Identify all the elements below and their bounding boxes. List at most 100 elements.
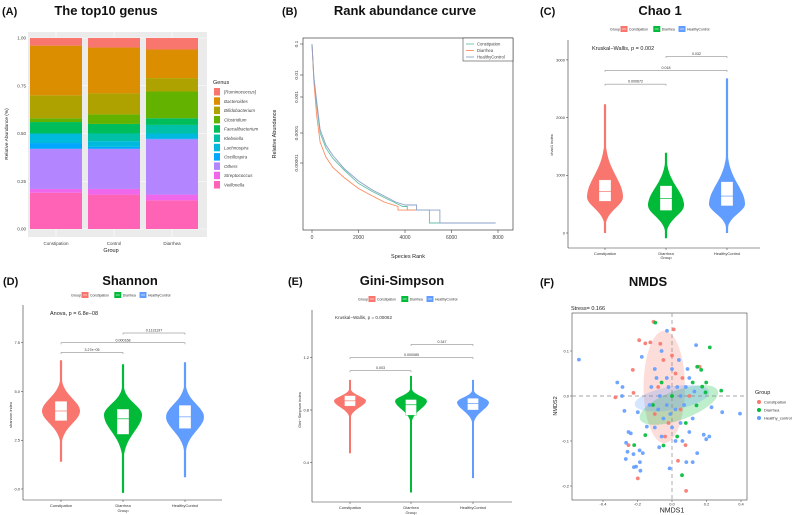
- legend-label: Veillonella: [224, 183, 245, 188]
- point-healthy_control: [704, 437, 709, 442]
- legend-label: Diarrhea: [662, 27, 675, 31]
- point-healthy_control: [647, 403, 652, 407]
- point-constipation: [635, 476, 640, 481]
- legend-key: [214, 143, 220, 152]
- point-constipation: [673, 371, 678, 376]
- y-tick-label: 0.001: [294, 91, 300, 103]
- y-tick-label: -0.1: [562, 438, 570, 443]
- point-healthy_control: [692, 389, 697, 394]
- point-constipation: [658, 341, 663, 346]
- panel-c-test-label: Kruskal−Wallis, p = 0.002: [592, 46, 654, 52]
- panel-a-legend-title: Genus: [213, 80, 229, 86]
- significance-bracket: [604, 70, 728, 72]
- bar-segment-faecalibacterium: [30, 122, 82, 134]
- x-tick-label: Control: [107, 241, 122, 246]
- bar-segment-veillonella: [30, 192, 82, 229]
- bar-segment-bifidobacterium: [146, 78, 198, 92]
- y-tick-label: 1.2: [303, 355, 309, 360]
- point-healthy_control: [720, 410, 725, 415]
- violin-healthycontrol: [709, 78, 745, 234]
- y-tick-label: 1.00: [17, 36, 26, 41]
- x-tick-label: Constipation: [43, 241, 69, 246]
- p-value-label: 3.27e−05: [84, 348, 99, 352]
- point-healthy_control: [685, 367, 690, 371]
- point-diarrhea: [707, 345, 712, 350]
- violin-constipation: [334, 379, 366, 454]
- point-diarrhea: [659, 380, 664, 385]
- y-tick-label: 7.5: [14, 340, 20, 345]
- bar-segment-ruminococcus: [88, 38, 140, 48]
- point-healthy_control: [615, 380, 620, 385]
- x-tick-label: -0.4: [600, 502, 608, 507]
- point-healthy_control: [690, 460, 695, 464]
- p-value-label: 0.003: [376, 366, 385, 370]
- panel-e-xlabel: Group: [405, 510, 417, 515]
- point-healthy_control: [664, 403, 669, 407]
- point-constipation: [648, 340, 653, 345]
- legend-label: Constipation: [764, 399, 786, 404]
- point-constipation: [656, 385, 661, 389]
- y-tick-label: 5.0: [14, 389, 20, 394]
- point-healthy_control: [664, 376, 669, 380]
- bar-segment-faecalibacterium: [88, 123, 140, 134]
- legend-label: Bifidobacterium: [224, 108, 255, 113]
- x-tick-label: Diarrhea: [115, 503, 131, 508]
- x-tick-label: Constipation: [594, 251, 616, 256]
- point-healthy_control: [687, 430, 692, 434]
- y-tick-label: 0.0: [563, 393, 569, 398]
- point-diarrhea: [651, 403, 655, 407]
- point-healthy_control: [644, 424, 649, 429]
- x-tick-label: Constipation: [50, 503, 72, 508]
- bar-segment-others: [88, 148, 140, 189]
- violin-diarrhea: [395, 375, 427, 493]
- point-diarrhea: [704, 380, 709, 385]
- point-healthy_control: [684, 460, 689, 464]
- x-tick-label: 2000: [353, 235, 364, 241]
- p-value-label: 0.1131197: [146, 329, 162, 333]
- x-tick-label: Diarrhea: [403, 505, 419, 510]
- bar-segment-bifidobacterium: [88, 93, 140, 115]
- legend-key: [757, 416, 761, 420]
- x-tick-label: HealthyControl: [460, 505, 487, 510]
- point-healthy_control: [687, 376, 692, 380]
- bar-segment-lachnospira: [30, 133, 82, 144]
- legend-label: Diarrhea: [477, 48, 494, 53]
- point-healthy_control: [637, 448, 642, 453]
- point-constipation: [661, 358, 666, 362]
- bar-segment-others: [30, 148, 82, 189]
- panel-a-xlabel: Group: [103, 248, 118, 254]
- significance-bracket: [60, 342, 186, 345]
- legend-key: [214, 181, 220, 189]
- point-healthy_control: [659, 434, 664, 439]
- point-healthy_control: [709, 405, 714, 410]
- point-constipation: [671, 327, 676, 332]
- bar-segment-streptococcus: [88, 188, 140, 195]
- point-diarrhea: [683, 421, 688, 425]
- point-healthy_control: [628, 431, 633, 436]
- boxplot-box: [405, 399, 417, 416]
- point-healthy_control: [677, 358, 681, 362]
- legend-label: Others: [224, 164, 238, 169]
- x-tick-label: 6000: [446, 235, 457, 241]
- legend-key: [214, 125, 220, 133]
- y-tick-label: -0.2: [562, 483, 570, 488]
- violin-constipation: [587, 104, 623, 233]
- panel-b-rank-abundance: (B) Rank abundance curve Species Rank Re…: [272, 3, 514, 260]
- point-healthy_control: [638, 468, 643, 473]
- legend-label: Diarrhea: [410, 297, 423, 301]
- point-diarrhea: [694, 403, 699, 408]
- y-tick-label: 3000: [556, 57, 566, 62]
- legend-label: HealthyControl: [687, 27, 710, 31]
- y-tick-label: 0.4: [303, 460, 309, 465]
- y-tick-label: 2.5: [14, 438, 20, 443]
- legend-label: Diarrhea: [123, 293, 136, 297]
- p-value-label: 0.000672: [628, 80, 643, 84]
- panel-d-xlabel: Group: [117, 508, 129, 513]
- panel-a-title: The top10 genus: [54, 3, 157, 18]
- panel-d-shannon: (D) Shannon Anova, p = 6.8e−08 Group sha…: [3, 273, 222, 513]
- p-value-label: 0.000168: [116, 338, 131, 342]
- bar-segment-streptococcus: [30, 188, 82, 193]
- bar-segment-bacteroides: [146, 49, 198, 79]
- legend-label: Constipation: [90, 293, 109, 297]
